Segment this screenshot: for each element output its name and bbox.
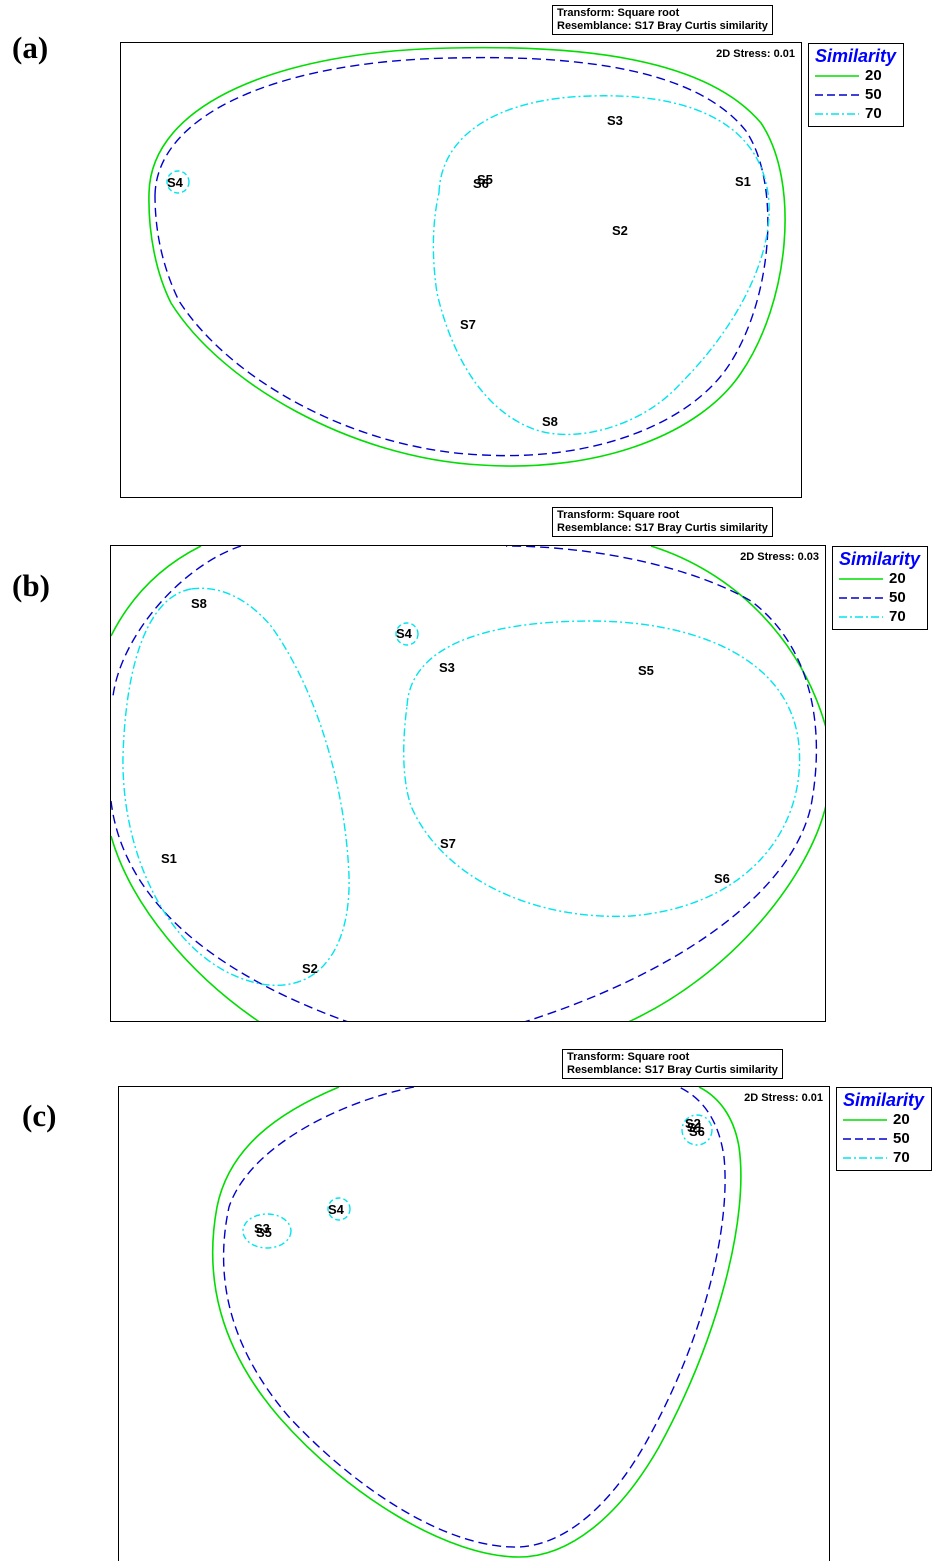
panel-b-label-s2: S2 xyxy=(302,961,318,976)
panel-c-contour-50 xyxy=(222,1087,726,1548)
panel-a-label-s6: S6 xyxy=(473,176,489,191)
panel-c-legend-label-20: 20 xyxy=(893,1111,910,1128)
panel-b-legend: Similarity 20 50 70 xyxy=(832,546,928,630)
panel-a-legend-label-70: 70 xyxy=(865,105,882,122)
panel-c-legend-title: Similarity xyxy=(843,1090,925,1110)
panel-b-stress: 2D Stress: 0.03 xyxy=(740,551,819,563)
panel-c-label-s1: S1 xyxy=(687,1120,703,1135)
panel-c-plot: S3 S5 S4 S2 S1 S6 2D Stress: 0.01 xyxy=(118,1086,830,1561)
panel-c-contour-70-right xyxy=(681,1114,713,1146)
panel-a-legend-item-20: 20 xyxy=(815,66,899,85)
panel-a-contour-70b xyxy=(166,170,190,194)
panel-c-legend-item-20: 20 xyxy=(843,1110,927,1129)
panel-a-resemblance: Resemblance: S17 Bray Curtis similarity xyxy=(557,20,768,32)
panel-c-info-box: Transform: Square root Resemblance: S17 … xyxy=(562,1049,783,1079)
panel-b-legend-label-70: 70 xyxy=(889,608,906,625)
panel-c-legend-item-70: 70 xyxy=(843,1148,927,1167)
panel-c-legend-label-70: 70 xyxy=(893,1149,910,1166)
panel-a-mds-plot: S4 S5 S6 S3 S1 S2 S7 S8 xyxy=(148,46,786,467)
panel-a-legend-label-20: 20 xyxy=(865,67,882,84)
panel-b-legend-label-20: 20 xyxy=(889,570,906,587)
panel-b-mds-plot: S8 S4 S3 S5 S1 S7 S6 S2 xyxy=(111,546,825,1021)
panel-b-tag: (b) xyxy=(12,568,50,603)
panel-b-label-s1: S1 xyxy=(161,851,177,866)
panel-c-resemblance: Resemblance: S17 Bray Curtis similarity xyxy=(567,1064,778,1076)
panel-b-contour-70-s4 xyxy=(395,622,419,646)
panel-b-resemblance: Resemblance: S17 Bray Curtis similarity xyxy=(557,522,768,534)
panel-b-plot: S8 S4 S3 S5 S1 S7 S6 S2 2D Stress: 0.03 xyxy=(110,545,826,1022)
panel-a-legend-title: Similarity xyxy=(815,46,897,66)
panel-a-contour-50 xyxy=(154,56,769,457)
panel-c-transform: Transform: Square root xyxy=(567,1051,690,1063)
panel-a-info-box: Transform: Square root Resemblance: S17 … xyxy=(552,5,773,35)
panel-a-legend-item-50: 50 xyxy=(815,85,899,104)
panel-b-legend-item-20: 20 xyxy=(839,569,923,588)
panel-c-contour-70-s4 xyxy=(327,1197,351,1221)
panel-b-contour-70-left xyxy=(122,587,350,986)
panel-b-legend-item-50: 50 xyxy=(839,588,923,607)
panel-b-contour-50 xyxy=(111,546,818,1021)
panel-b-label-s6: S6 xyxy=(714,871,730,886)
panel-c-legend-item-50: 50 xyxy=(843,1129,927,1148)
panel-a-label-s4: S4 xyxy=(167,175,184,190)
panel-b-contour-20-right xyxy=(628,546,825,1021)
panel-c-label-s4: S4 xyxy=(328,1202,345,1217)
panel-a-contour-70a xyxy=(432,95,770,436)
panel-b-contour-70-right xyxy=(403,620,801,918)
panel-b-legend-title: Similarity xyxy=(839,549,921,569)
panel-a-contour-20 xyxy=(148,46,786,467)
panel-b-legend-label-50: 50 xyxy=(889,589,906,606)
panel-c-contour-70-left xyxy=(242,1213,292,1249)
panel-a-label-s7: S7 xyxy=(460,317,476,332)
panel-a-plot: S4 S5 S6 S3 S1 S2 S7 S8 2D Stress: 0.01 xyxy=(120,42,802,498)
panel-a-legend-item-70: 70 xyxy=(815,104,899,123)
panel-b-label-s8: S8 xyxy=(191,596,207,611)
panel-b-label-s4: S4 xyxy=(396,626,413,641)
panel-a-legend: Similarity 20 50 70 xyxy=(808,43,904,127)
panel-a-label-s8: S8 xyxy=(542,414,558,429)
panel-c-legend-label-50: 50 xyxy=(893,1130,910,1147)
panel-a-label-s2: S2 xyxy=(612,223,628,238)
panel-c-label-s5: S5 xyxy=(256,1225,272,1240)
panel-b-label-s3: S3 xyxy=(439,660,455,675)
panel-c-tag: (c) xyxy=(22,1098,57,1133)
panel-a-legend-label-50: 50 xyxy=(865,86,882,103)
panel-c-label-s6: S6 xyxy=(689,1124,705,1139)
panel-a-tag: (a) xyxy=(12,30,49,65)
panel-b-label-s5: S5 xyxy=(638,663,654,678)
panel-c-label-s2: S2 xyxy=(685,1116,701,1131)
panel-c-label-s3: S3 xyxy=(254,1221,270,1236)
panel-b-contour-20-left xyxy=(111,546,260,1021)
panel-a-label-s5: S5 xyxy=(477,172,493,187)
panel-a-stress: 2D Stress: 0.01 xyxy=(716,48,795,60)
panel-a-transform: Transform: Square root xyxy=(557,7,680,19)
panel-c-stress: 2D Stress: 0.01 xyxy=(744,1092,823,1104)
panel-c-mds-plot: S3 S5 S4 S2 S1 S6 xyxy=(211,1087,742,1558)
panel-c-contour-20 xyxy=(211,1087,742,1558)
panel-b-legend-item-70: 70 xyxy=(839,607,923,626)
panel-c-legend: Similarity 20 50 70 xyxy=(836,1087,932,1171)
panel-b-info-box: Transform: Square root Resemblance: S17 … xyxy=(552,507,773,537)
panel-b-label-s7: S7 xyxy=(440,836,456,851)
panel-b-transform: Transform: Square root xyxy=(557,509,680,521)
panel-a-label-s3: S3 xyxy=(607,113,623,128)
panel-a-label-s1: S1 xyxy=(735,174,751,189)
